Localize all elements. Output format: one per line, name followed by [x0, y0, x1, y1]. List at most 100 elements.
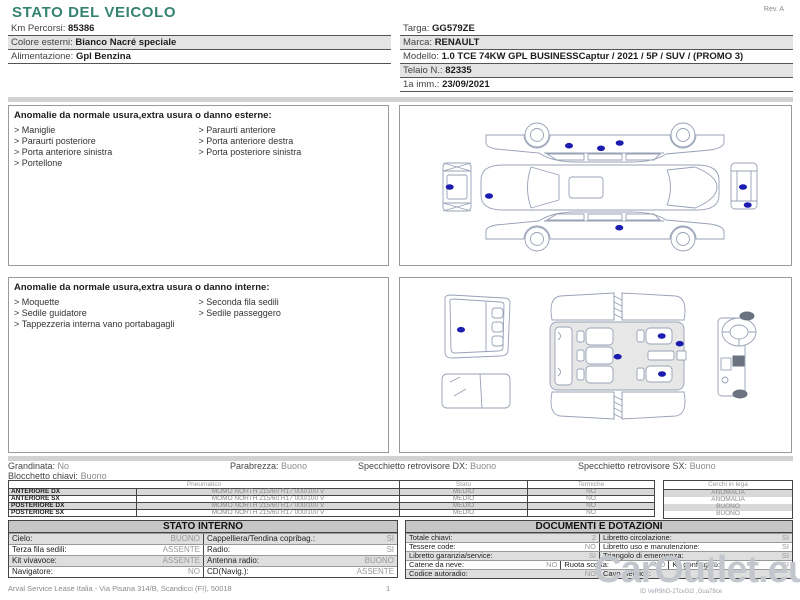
- field-label: Targa:: [403, 23, 430, 34]
- info-row-colore: Colore esterni: Bianco Nacré speciale: [8, 36, 391, 50]
- interior-diagram-panel: [399, 277, 792, 453]
- caroutlet-watermark: CarOutlet.eu: [594, 549, 800, 591]
- table-row: Catene da neve: NO Ruota scorta: NO Kit go…: [406, 560, 792, 569]
- condition-grandinata: Grandinata: No: [8, 461, 70, 471]
- table-row: Tessere code: NO Libretto uso e manutenzi…: [406, 542, 792, 551]
- column-header-stato: Stato: [400, 481, 528, 488]
- field-label: Marca:: [403, 37, 433, 48]
- field-label: Colore esterni:: [11, 37, 73, 48]
- page-title: STATO DEL VEICOLO: [12, 4, 177, 21]
- list-item: Portellone: [14, 158, 199, 169]
- car-side-view-top: [485, 122, 725, 163]
- info-row-km: Km Percorsi: 85386: [8, 22, 391, 36]
- list-item: Seconda fila sedili: [199, 297, 384, 308]
- table-row: Kit vivavoce: ASSENTE Antenna radio: BUONO: [9, 555, 397, 566]
- field-label: Km Percorsi:: [11, 23, 66, 34]
- table-row: ANTERIORE SX MOMO NORTH 215/60 R17 000/1…: [8, 495, 655, 503]
- condition-specchietto-sx: Specchietto retrovisore SX: Buono: [578, 461, 716, 471]
- revision-label: Rev. A: [763, 6, 784, 13]
- table-row: ANTERIORE DX MOMO NORTH 215/60 R17 000/1…: [8, 488, 655, 496]
- info-row-alimentazione: Alimentazione: Gpl Benzina: [8, 50, 391, 64]
- table-title: STATO INTERNO: [9, 521, 397, 533]
- info-row-targa: Targa: GG579ZE: [400, 22, 793, 36]
- interior-anomalies-list-right: Seconda fila sedili Sedile passeggero: [199, 297, 384, 319]
- info-row-immatricolazione: 1a imm.: 23/09/2021: [400, 78, 793, 92]
- table-title: DOCUMENTI E DOTAZIONI: [406, 521, 792, 533]
- field-label: 1a imm.:: [403, 79, 440, 90]
- list-item: Paraurti posteriore: [14, 136, 199, 147]
- table-row: Totale chiavi: 2 Libretto circolazione: SI: [406, 533, 792, 542]
- rims-table: Cerchi in lega ANOMALIA ANOMALIA BUONO B…: [663, 480, 793, 519]
- column-header-cerchi: Cerchi in lega: [664, 481, 792, 490]
- info-row-modello: Modello: 1.0 TCE 74KW GPL BUSINESSCaptur…: [400, 50, 793, 64]
- field-label: Telaio N.:: [403, 65, 443, 76]
- field-value: Gpl Benzina: [75, 51, 131, 62]
- field-value: 85386: [68, 23, 95, 34]
- exterior-anomalies-list-right: Paraurti anteriore Porta anteriore destr…: [199, 125, 384, 158]
- list-item: Porta anteriore sinistra: [14, 147, 199, 158]
- document-id: ID VeR9hO-2TcvGt2 ,Gua79ce: [640, 589, 723, 595]
- exterior-damage-markers: [445, 140, 752, 231]
- interior-anomalies-list-left: Moquette Sedile guidatore Tappezzeria in…: [14, 297, 199, 330]
- field-value: Bianco Nacré speciale: [75, 37, 177, 48]
- car-exterior-diagram: [442, 122, 758, 252]
- condition-parabrezza: Parabrezza: Buono: [230, 461, 308, 471]
- tires-table-header: Pneumatico Stato Termiche: [8, 480, 655, 489]
- table-row: ANOMALIA: [664, 489, 792, 497]
- field-value: GG579ZE: [432, 23, 475, 34]
- table-row: BUONO: [664, 503, 792, 511]
- list-item: Paraurti anteriore: [199, 125, 384, 136]
- table-row: ANOMALIA: [711, 496, 745, 503]
- info-row-marca: Marca: RENAULT: [400, 36, 793, 50]
- list-item: Moquette: [14, 297, 199, 308]
- car-side-view-bottom: [485, 211, 725, 252]
- list-item: Sedile passeggero: [199, 308, 384, 319]
- table-row: Cielo: BUONO Cappelliera/Tendina copribag…: [9, 533, 397, 544]
- trunk-view: [444, 294, 511, 359]
- list-item: Maniglie: [14, 125, 199, 136]
- exterior-diagram-panel: [399, 105, 792, 266]
- interior-anomalies-heading: Anomalie da normale usura,extra usura o …: [14, 282, 270, 293]
- field-value: RENAULT: [434, 37, 480, 48]
- vehicle-info-right: Targa: GG579ZE Marca: RENAULT Modello: 1…: [400, 22, 793, 92]
- dashboard-view: [717, 311, 757, 399]
- column-header-pneumatico: Pneumatico: [9, 481, 400, 488]
- table-row: Codice autoradio: NO Cavo elettrico:: [406, 569, 792, 578]
- car-interior-diagram: [441, 292, 757, 420]
- exterior-anomalies-list-left: Maniglie Paraurti posteriore Porta anter…: [14, 125, 199, 169]
- list-item: Porta anteriore destra: [199, 136, 384, 147]
- car-top-view: [480, 164, 720, 211]
- interior-anomalies-panel: Anomalie da normale usura,extra usura o …: [8, 277, 389, 453]
- field-label: Alimentazione:: [11, 51, 74, 62]
- exterior-anomalies-panel: Anomalie da normale usura,extra usura o …: [8, 105, 389, 266]
- exterior-anomalies-heading: Anomalie da normale usura,extra usura o …: [14, 110, 272, 121]
- table-row: POSTERIORE DX MOMO NORTH 215/60 R17 000/…: [8, 502, 655, 510]
- table-row: Libretto garanzia/service: SI Triangolo d…: [406, 551, 792, 560]
- field-value: 82335: [445, 65, 472, 76]
- section-divider: [8, 456, 793, 461]
- footer-company-address: Arval Service Lease Italia - Via Pisana …: [8, 584, 232, 593]
- stato-interno-table: STATO INTERNO Cielo: BUONO Cappelliera/Te…: [8, 520, 398, 578]
- table-row: Navigatore: NO CD(Navig.): ASSENTE: [9, 566, 397, 577]
- list-item: Sedile guidatore: [14, 308, 199, 319]
- section-divider: [8, 97, 793, 102]
- condition-specchietto-dx: Specchietto retrovisore DX: Buono: [358, 461, 497, 471]
- info-row-telaio: Telaio N.: 82335: [400, 64, 793, 78]
- page-number: 1: [386, 584, 391, 593]
- interior-damage-markers: [457, 326, 684, 377]
- rear-window-view: [441, 373, 511, 409]
- field-value: 23/09/2021: [442, 79, 490, 90]
- list-item: Porta posteriore sinistra: [199, 147, 384, 158]
- vehicle-info-left: Km Percorsi: 85386 Colore esterni: Bianc…: [8, 22, 391, 64]
- field-label: Modello:: [403, 51, 439, 62]
- condition-blocchetto-chiavi: Blocchetto chiavi: Buono: [8, 471, 107, 481]
- table-row: POSTERIORE SX MOMO NORTH 215/60 R17 000/…: [8, 509, 655, 517]
- table-row: BUONO: [716, 510, 740, 517]
- table-row: Terza fila sedili: ASSENTE Radio: SI: [9, 544, 397, 555]
- cabin-top-view: [549, 292, 687, 420]
- documenti-dotazioni-table: DOCUMENTI E DOTAZIONI Totale chiavi: 2 Li…: [405, 520, 793, 579]
- car-front-view: [442, 162, 472, 212]
- list-item: Tappezzeria interna vano portabagagli: [14, 319, 199, 330]
- tires-table: Pneumatico Stato Termiche ANTERIORE DX M…: [8, 480, 655, 517]
